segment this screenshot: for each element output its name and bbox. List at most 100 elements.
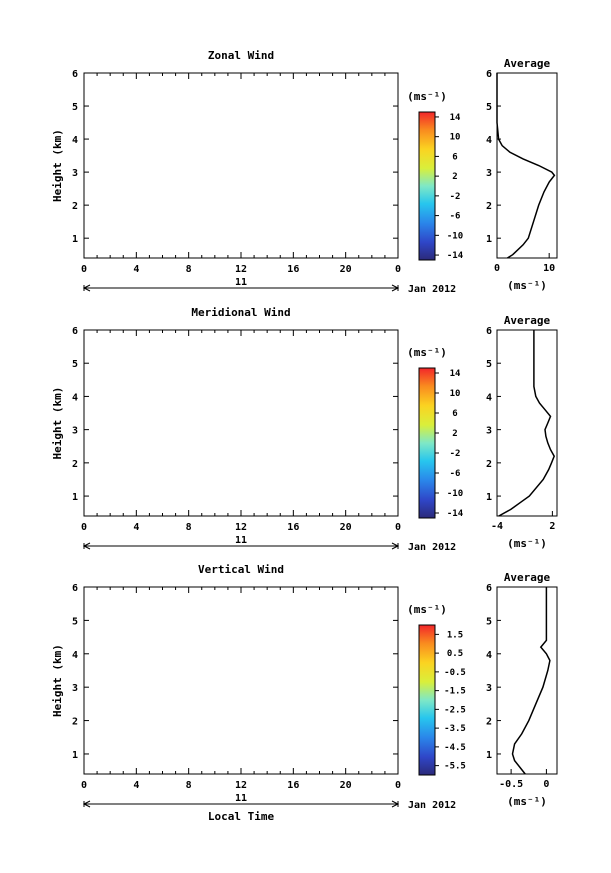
profile-y-tick-label: 4	[486, 135, 492, 146]
y-tick-label: 5	[72, 102, 78, 113]
colorbar	[418, 111, 436, 261]
colorbar-tick-label: -2	[450, 192, 461, 202]
profile-y-tick-label: 1	[486, 492, 492, 503]
profile-x-tick-label: 0	[543, 779, 549, 790]
colorbar-tick-label: -5.5	[444, 762, 466, 772]
colorbar-tick-label: -4.5	[444, 743, 466, 753]
profile-y-tick-label: 5	[486, 616, 492, 627]
x-tick-label: 0	[395, 780, 401, 791]
x-tick-label: 20	[340, 780, 352, 791]
x-tick-label: 4	[133, 264, 139, 275]
x-tick-label: 8	[186, 522, 192, 533]
date-bar-arrow-right	[391, 800, 400, 808]
y-tick-label: 4	[72, 135, 78, 146]
profile-y-tick-label: 3	[486, 168, 492, 179]
colorbar-tick-label: -0.5	[444, 668, 466, 678]
profile-x-label: (ms⁻¹)	[507, 795, 547, 808]
y-tick-label: 5	[72, 359, 78, 370]
x-tick-label: 4	[133, 522, 139, 533]
x-tick-label: 20	[340, 522, 352, 533]
y-tick-label: 1	[72, 234, 78, 245]
colorbar-unit: (ms⁻¹)	[407, 603, 447, 616]
x-tick-label: 0	[81, 780, 87, 791]
colorbar-tick-label: -6	[450, 469, 461, 479]
y-tick-label: 6	[72, 69, 78, 80]
profile-x-label: (ms⁻¹)	[507, 279, 547, 292]
panel-title: Vertical Wind	[198, 563, 284, 576]
colorbar-tick-label: 10	[450, 389, 461, 399]
y-tick-label: 3	[72, 168, 78, 179]
y-axis-label: Height (km)	[51, 387, 64, 460]
x-tick-label: 8	[186, 780, 192, 791]
colorbar	[418, 624, 436, 776]
y-tick-label: 3	[72, 426, 78, 437]
x-axis-label: Local Time	[208, 810, 275, 823]
y-tick-label: 4	[72, 650, 78, 661]
profile-y-tick-label: 3	[486, 683, 492, 694]
colorbar-tick-label: 14	[450, 113, 461, 123]
date-bar-suffix: Jan 2012	[408, 284, 456, 295]
x-tick-label: 16	[287, 522, 299, 533]
date-bar-label: 11	[235, 793, 247, 804]
profile-y-tick-label: 6	[486, 583, 492, 594]
profile-x-tick-label: 0	[494, 263, 500, 274]
x-tick-label: 16	[287, 264, 299, 275]
date-bar-arrow-left	[82, 800, 91, 808]
y-tick-label: 6	[72, 326, 78, 337]
profile-y-tick-label: 6	[486, 326, 492, 337]
x-tick-label: 4	[133, 780, 139, 791]
profile-y-tick-label: 5	[486, 102, 492, 113]
y-tick-label: 5	[72, 616, 78, 627]
profile-y-tick-label: 2	[486, 201, 492, 212]
y-tick-label: 3	[72, 683, 78, 694]
colorbar-tick-label: -14	[447, 509, 464, 519]
y-tick-label: 2	[72, 201, 78, 212]
profile-title: Average	[504, 571, 551, 584]
date-bar-arrow-right	[391, 542, 400, 550]
colorbar-tick-label: 6	[452, 152, 457, 162]
colorbar-tick-label: 10	[450, 133, 461, 143]
colorbar-tick-label: -3.5	[444, 724, 466, 734]
profile-y-tick-label: 1	[486, 234, 492, 245]
date-bar-label: 11	[235, 277, 247, 288]
x-tick-label: 16	[287, 780, 299, 791]
profile-frame	[496, 329, 558, 517]
y-tick-label: 1	[72, 750, 78, 761]
colorbar-unit: (ms⁻¹)	[407, 346, 447, 359]
x-tick-label: 0	[81, 264, 87, 275]
colorbar-tick-label: 2	[452, 429, 457, 439]
date-bar-arrow-left	[82, 284, 91, 292]
x-tick-label: 8	[186, 264, 192, 275]
date-bar-label: 11	[235, 535, 247, 546]
y-tick-label: 1	[72, 492, 78, 503]
profile-y-tick-label: 2	[486, 717, 492, 728]
colorbar-tick-label: 2	[452, 172, 457, 182]
x-tick-label: 0	[395, 522, 401, 533]
date-bar-arrow-left	[82, 542, 91, 550]
profile-x-tick-label: -0.5	[499, 779, 523, 790]
plot-frame	[83, 586, 399, 775]
y-tick-label: 6	[72, 583, 78, 594]
x-tick-label: 12	[235, 780, 247, 791]
profile-x-label: (ms⁻¹)	[507, 537, 547, 550]
profile-frame	[496, 72, 558, 259]
colorbar-tick-label: -2	[450, 449, 461, 459]
profile-y-tick-label: 2	[486, 459, 492, 470]
date-bar-suffix: Jan 2012	[408, 542, 456, 553]
profile-line	[498, 330, 556, 517]
panel-title: Meridional Wind	[191, 306, 290, 319]
colorbar-tick-label: -14	[447, 251, 464, 261]
x-tick-label: 20	[340, 264, 352, 275]
y-axis-label: Height (km)	[51, 644, 64, 717]
date-bar-arrow-right	[391, 284, 400, 292]
profile-frame	[496, 586, 558, 775]
colorbar-tick-label: 6	[452, 409, 457, 419]
profile-x-tick-label: 10	[543, 263, 555, 274]
profile-x-tick-label: -4	[491, 521, 503, 532]
y-axis-label: Height (km)	[51, 129, 64, 202]
y-tick-label: 2	[72, 717, 78, 728]
profile-y-tick-label: 6	[486, 69, 492, 80]
profile-line	[496, 73, 556, 259]
x-tick-label: 12	[235, 522, 247, 533]
